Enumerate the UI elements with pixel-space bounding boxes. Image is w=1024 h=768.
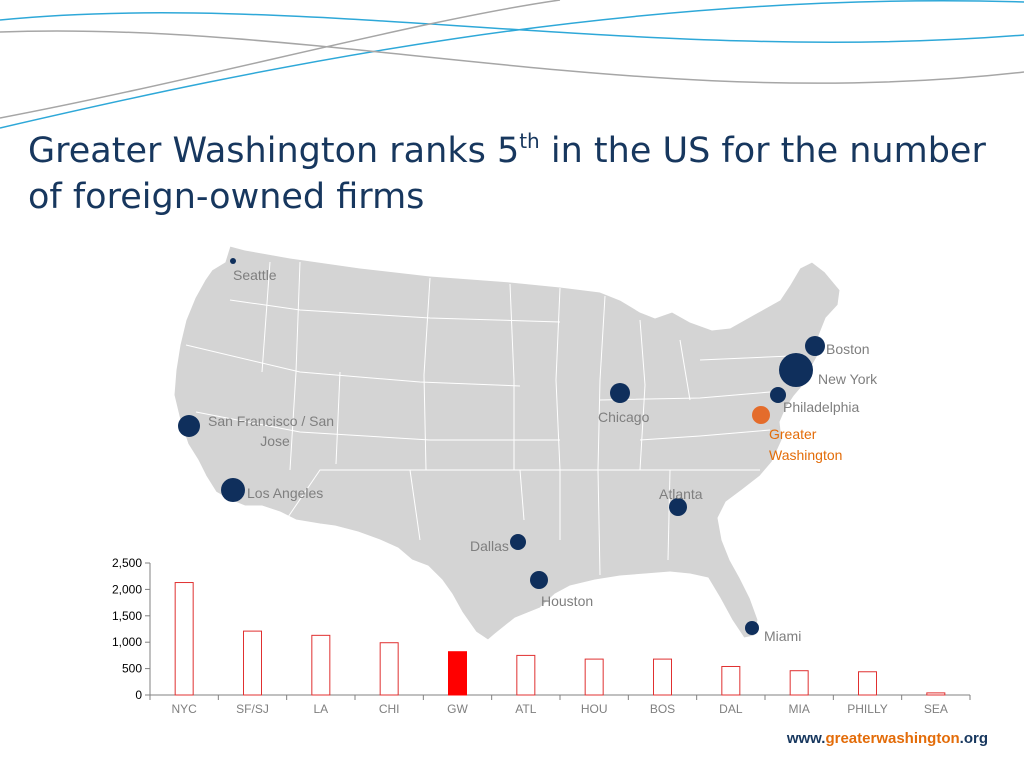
city-labels: Seattle San Francisco / San Jose Los Angele…: [208, 267, 878, 644]
website-name: greaterwashington: [825, 730, 960, 747]
chart-bars: [174, 582, 946, 696]
city-label-san-francisco-san-jose-line2: Jose: [260, 433, 290, 449]
chart-labels: 0 500 1,000 1,500 2,000 2,500 NYC SF/SJ LA CHI GW A…: [112, 556, 948, 716]
x-tick-label-bos: BOS: [650, 702, 675, 716]
city-dot-seattle: [230, 258, 236, 264]
x-tick-label-atl: ATL: [515, 702, 536, 716]
wave-gray-1: [0, 0, 561, 119]
city-label-philadelphia: Philadelphia: [783, 399, 859, 415]
bar-sf-sj: [243, 630, 262, 696]
x-tick-label-nyc: NYC: [171, 702, 197, 716]
city-label-greater-washington-line2: Washington: [769, 447, 842, 463]
city-label-san-francisco-san-jose-line1: San Francisco / San: [208, 413, 334, 429]
wave-blue-2: [0, 12, 1024, 43]
city-dot-houston: [530, 571, 548, 589]
x-tick-label-mia: MIA: [788, 702, 809, 716]
bar-hou: [584, 658, 604, 696]
city-label-los-angeles: Los Angeles: [247, 485, 323, 501]
city-label-miami: Miami: [764, 628, 801, 644]
x-tick-label-philly: PHILLY: [847, 702, 887, 716]
y-tick-label-1500: 1,500: [112, 609, 142, 623]
website-prefix: www.: [786, 730, 826, 747]
bar-sea: [926, 692, 946, 696]
city-dot-chicago: [610, 383, 630, 403]
bar-nyc: [174, 582, 194, 696]
y-tick-label-0: 0: [135, 688, 142, 702]
title-superscript: th: [519, 129, 540, 153]
wave-gray-2: [0, 30, 1024, 84]
decorative-waves: [0, 0, 1024, 129]
city-label-houston: Houston: [541, 593, 593, 609]
city-dot-boston: [805, 336, 825, 356]
x-tick-label-chi: CHI: [379, 702, 400, 716]
city-label-new-york: New York: [818, 371, 878, 387]
bar-bos: [653, 658, 672, 696]
bar-philly: [858, 671, 877, 696]
title-part-1: Greater Washington ranks 5: [28, 131, 520, 171]
city-label-atlanta: Atlanta: [659, 486, 703, 502]
bar-mia: [789, 670, 809, 696]
y-tick-label-1000: 1,000: [112, 635, 142, 649]
city-label-dallas: Dallas: [470, 538, 509, 554]
page-title: Greater Washington ranks 5th in the US f…: [28, 128, 1008, 220]
x-tick-label-dal: DAL: [719, 702, 743, 716]
bar-la: [311, 634, 331, 696]
chart-axes: [145, 562, 971, 700]
bar-chi: [379, 642, 399, 696]
wave-blue-1: [0, 0, 1024, 129]
x-tick-label-sf-sj: SF/SJ: [236, 702, 269, 716]
city-dot-miami: [745, 621, 759, 635]
x-tick-label-hou: HOU: [581, 702, 608, 716]
city-dot-atlanta: [669, 498, 687, 516]
city-label-chicago: Chicago: [598, 409, 650, 425]
x-tick-label-la: LA: [313, 702, 328, 716]
city-dot-san-francisco-san-jose: [178, 415, 200, 437]
title-part-2: in the US for the number of foreign-owne…: [28, 131, 986, 217]
us-map-shape: [173, 245, 841, 641]
bar-gw: [448, 651, 467, 696]
state-borders: [185, 261, 791, 576]
x-tick-label-gw: GW: [447, 702, 468, 716]
x-tick-label-sea: SEA: [924, 702, 948, 716]
y-tick-label-2000: 2,000: [112, 582, 142, 596]
website-suffix: .org: [959, 730, 988, 747]
city-dots: [178, 258, 825, 635]
website-url[interactable]: www.greaterwashington.org: [787, 730, 988, 747]
city-label-greater-washington-line1: Greater: [769, 426, 817, 442]
city-dot-greater-washington: [752, 406, 770, 424]
city-dot-philadelphia: [770, 387, 786, 403]
city-dot-dallas: [510, 534, 526, 550]
city-label-boston: Boston: [826, 341, 870, 357]
bar-atl: [516, 654, 536, 696]
city-dot-new-york: [779, 353, 813, 387]
city-label-seattle: Seattle: [233, 267, 277, 283]
bar-dal: [721, 665, 741, 696]
city-dot-los-angeles: [221, 478, 245, 502]
y-tick-label-2500: 2,500: [112, 556, 142, 570]
y-tick-label-500: 500: [122, 662, 142, 676]
